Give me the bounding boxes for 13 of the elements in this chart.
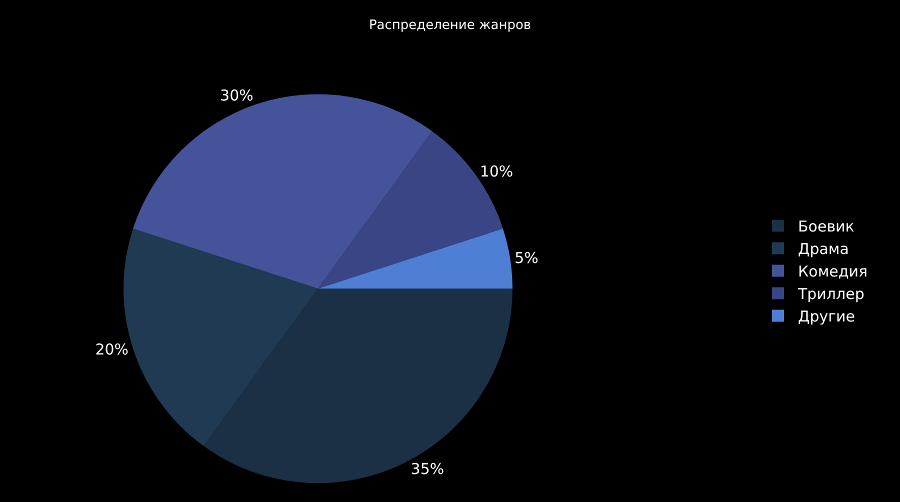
legend-label: Комедия xyxy=(798,262,868,281)
legend-label: Боевик xyxy=(798,218,854,236)
data-label: 5% xyxy=(514,249,538,268)
data-label: 30% xyxy=(220,86,254,105)
data-label: 10% xyxy=(480,162,514,180)
data-label: 35% xyxy=(410,460,444,478)
legend-label: Другие xyxy=(798,308,855,326)
pie-slice xyxy=(318,228,512,289)
chart-title: Распределение жанров xyxy=(368,18,532,34)
legend-label: Триллер xyxy=(797,285,864,304)
pie-slice xyxy=(204,288,512,484)
legend-label: Драма xyxy=(798,240,849,258)
data-label: 20% xyxy=(95,340,129,359)
